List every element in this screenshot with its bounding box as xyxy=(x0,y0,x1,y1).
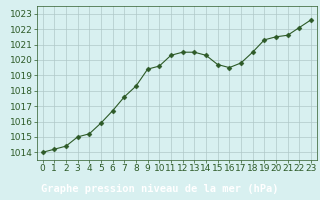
Text: Graphe pression niveau de la mer (hPa): Graphe pression niveau de la mer (hPa) xyxy=(41,183,279,194)
